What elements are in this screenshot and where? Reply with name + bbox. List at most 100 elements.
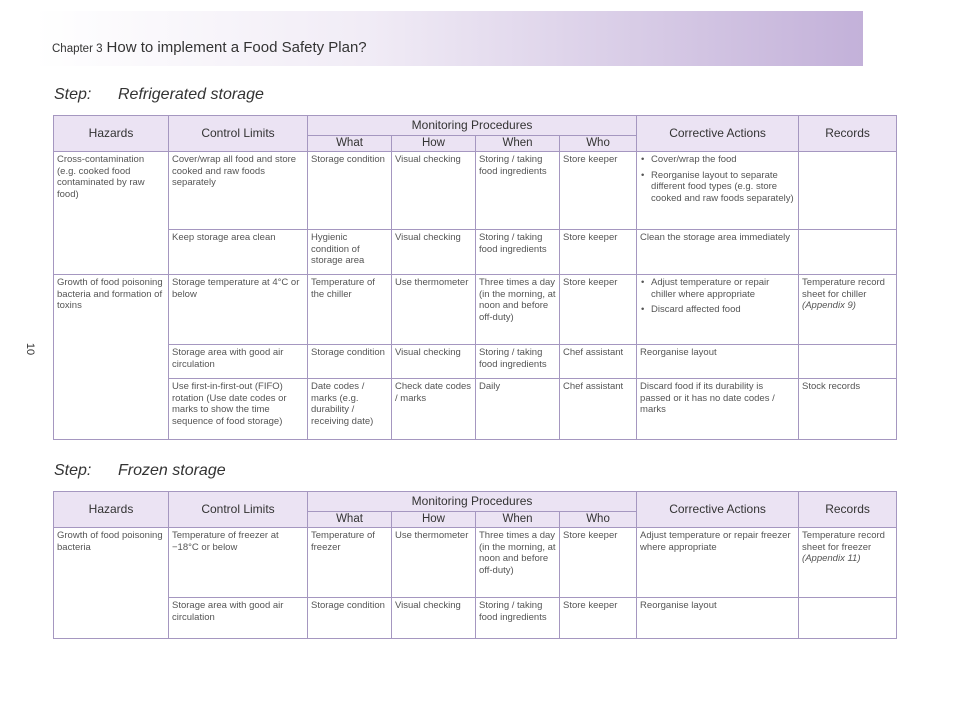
header-what: What — [307, 511, 392, 528]
corrective-item: Reorganise layout to separate different … — [641, 170, 795, 205]
header-corrective: Corrective Actions — [636, 115, 800, 152]
when-cell: Storing / taking food ingredients — [475, 597, 560, 639]
control-cell: Cover/wrap all food and store cooked and… — [168, 151, 308, 230]
when-cell: Three times a day (in the morning, at no… — [475, 274, 560, 345]
header-hazards: Hazards — [53, 491, 169, 528]
how-cell: Visual checking — [391, 151, 476, 230]
header-when: When — [475, 511, 560, 528]
who-cell: Store keeper — [558, 229, 638, 275]
header-records: Records — [798, 491, 898, 528]
who-cell: Store keeper — [558, 597, 638, 639]
records-text: Temperature record sheet for freezer — [802, 530, 885, 553]
control-cell: Storage temperature at 4°C or below — [168, 274, 308, 345]
page-number: 10 — [24, 342, 37, 356]
corrective-item: Adjust temperature or repair chiller whe… — [641, 277, 795, 300]
step-heading-refrigerated: Step: Refrigerated storage — [54, 86, 264, 104]
records-cell — [798, 151, 898, 230]
frozen-storage-table: Hazards Control Limits Monitoring Proced… — [53, 491, 898, 639]
header-monitoring: Monitoring Procedures — [306, 491, 638, 512]
header-control-limits: Control Limits — [168, 115, 308, 152]
records-cell: Temperature record sheet for freezer (Ap… — [798, 527, 898, 598]
when-cell: Storing / taking food ingredients — [475, 151, 560, 230]
corrective-item: Discard affected food — [641, 304, 795, 316]
control-cell: Storage area with good air circulation — [168, 597, 308, 639]
who-cell: Chef assistant — [558, 344, 638, 379]
table-row: Storage area with good air circulation S… — [54, 597, 898, 639]
when-cell: Storing / taking food ingredients — [475, 229, 560, 275]
what-cell: Temperature of the chiller — [307, 274, 392, 345]
control-cell: Storage area with good air circulation — [168, 344, 308, 379]
how-cell: Visual checking — [391, 229, 476, 275]
header-corrective: Corrective Actions — [636, 491, 800, 528]
records-cell — [798, 597, 898, 639]
control-cell: Temperature of freezer at −18°C or below — [168, 527, 308, 598]
appendix-ref: (Appendix 9) — [802, 300, 856, 312]
who-cell: Store keeper — [558, 274, 638, 345]
how-cell: Use thermometer — [391, 274, 476, 345]
records-text: Temperature record sheet for chiller — [802, 277, 885, 300]
header-row: Hazards Control Limits Monitoring Proced… — [53, 115, 898, 152]
refrigerated-storage-table: Hazards Control Limits Monitoring Proced… — [53, 115, 898, 440]
table-row: Growth of food poisoning bacteria Temper… — [53, 527, 898, 639]
header-monitoring: Monitoring Procedures — [306, 115, 638, 136]
chapter-banner: Chapter 3 How to implement a Food Safety … — [34, 11, 863, 66]
records-cell — [798, 344, 898, 379]
hazard-cell: Cross-contamination (e.g. cooked food co… — [53, 151, 169, 275]
when-cell: Daily — [475, 378, 560, 440]
records-cell: Temperature record sheet for chiller (Ap… — [798, 274, 898, 345]
what-cell: Hygienic condition of storage area — [307, 229, 392, 275]
chapter-title: How to implement a Food Safety Plan? — [106, 39, 367, 56]
who-cell: Chef assistant — [558, 378, 638, 440]
how-cell: Visual checking — [391, 344, 476, 379]
table-row: Use first-in-first-out (FIFO) rotation (… — [54, 378, 898, 440]
chapter-heading: Chapter 3 How to implement a Food Safety … — [52, 39, 367, 56]
when-cell: Storing / taking food ingredients — [475, 344, 560, 379]
header-how: How — [391, 511, 476, 528]
corrective-cell: Cover/wrap the food Reorganise layout to… — [636, 151, 800, 230]
what-cell: Storage condition — [307, 597, 392, 639]
table-row: Keep storage area clean Hygienic conditi… — [54, 229, 898, 275]
step-heading-frozen: Step: Frozen storage — [54, 462, 226, 480]
corrective-cell: Discard food if its durability is passed… — [636, 378, 800, 440]
corrective-cell: Adjust temperature or repair freezer whe… — [636, 527, 800, 598]
records-cell: Stock records — [798, 378, 898, 440]
how-cell: Check date codes / marks — [391, 378, 476, 440]
who-cell: Store keeper — [558, 151, 638, 230]
table-row: Growth of food poisoning bacteria and fo… — [53, 274, 898, 440]
corrective-cell: Reorganise layout — [636, 597, 800, 639]
step-title: Frozen storage — [118, 462, 226, 479]
header-hazards: Hazards — [53, 115, 169, 152]
how-cell: Visual checking — [391, 597, 476, 639]
what-cell: Date codes / marks (e.g. durability / re… — [307, 378, 392, 440]
header-when: When — [475, 135, 560, 152]
hazard-cell: Growth of food poisoning bacteria and fo… — [53, 274, 169, 440]
who-cell: Store keeper — [558, 527, 638, 598]
how-cell: Use thermometer — [391, 527, 476, 598]
when-cell: Three times a day (in the morning, at no… — [475, 527, 560, 598]
header-what: What — [307, 135, 392, 152]
step-label: Step: — [54, 462, 92, 479]
records-cell — [798, 229, 898, 275]
step-label: Step: — [54, 86, 92, 103]
table-row: Storage area with good air circulation S… — [54, 344, 898, 379]
what-cell: Storage condition — [307, 151, 392, 230]
what-cell: Temperature of freezer — [307, 527, 392, 598]
corrective-cell: Reorganise layout — [636, 344, 800, 379]
header-who: Who — [558, 511, 638, 528]
corrective-cell: Clean the storage area immediately — [636, 229, 800, 275]
control-cell: Keep storage area clean — [168, 229, 308, 275]
subheader-row: What How When Who — [54, 135, 897, 152]
what-cell: Storage condition — [307, 344, 392, 379]
header-who: Who — [558, 135, 638, 152]
corrective-item: Cover/wrap the food — [641, 154, 795, 166]
control-cell: Use first-in-first-out (FIFO) rotation (… — [168, 378, 308, 440]
hazard-cell: Growth of food poisoning bacteria — [53, 527, 169, 639]
corrective-cell: Adjust temperature or repair chiller whe… — [636, 274, 800, 345]
header-row: Hazards Control Limits Monitoring Proced… — [53, 491, 898, 528]
header-control-limits: Control Limits — [168, 491, 308, 528]
header-how: How — [391, 135, 476, 152]
step-title: Refrigerated storage — [118, 86, 264, 103]
chapter-label: Chapter 3 — [52, 43, 103, 55]
header-records: Records — [798, 115, 898, 152]
appendix-ref: (Appendix 11) — [802, 553, 861, 565]
